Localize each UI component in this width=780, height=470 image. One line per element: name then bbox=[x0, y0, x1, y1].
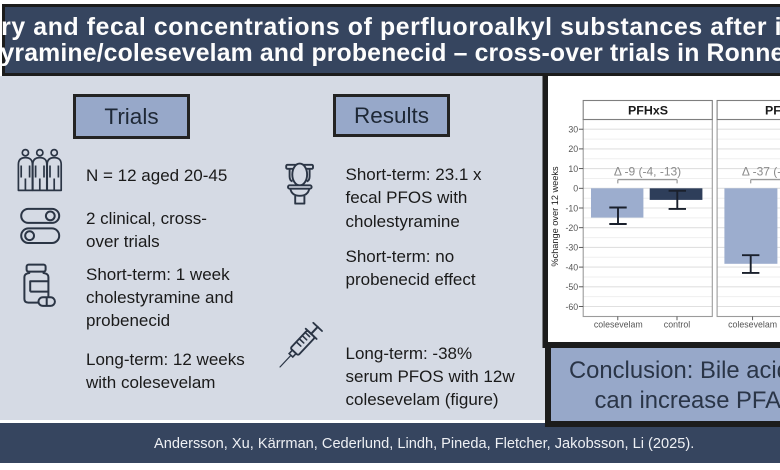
svg-text:Δ -9 (-4, -13): Δ -9 (-4, -13) bbox=[614, 164, 681, 178]
svg-text:colesevelam: colesevelam bbox=[728, 320, 777, 330]
svg-text:-10: -10 bbox=[565, 203, 578, 213]
svg-text:-50: -50 bbox=[565, 282, 578, 292]
svg-text:30: 30 bbox=[568, 125, 578, 135]
svg-text:-40: -40 bbox=[565, 262, 578, 272]
svg-text:colesevelam: colesevelam bbox=[594, 320, 643, 330]
svg-text:20: 20 bbox=[568, 144, 578, 154]
svg-text:control: control bbox=[664, 320, 690, 330]
svg-text:0: 0 bbox=[573, 184, 578, 194]
svg-text:-20: -20 bbox=[565, 223, 578, 233]
svg-text:Δ -37 (-37, -42): Δ -37 (-37, -42) bbox=[742, 164, 780, 178]
svg-text:%change over 12 weeks: %change over 12 weeks bbox=[550, 166, 560, 267]
svg-text:-60: -60 bbox=[565, 302, 578, 312]
svg-text:PFOS: PFOS bbox=[765, 104, 780, 118]
svg-text:10: 10 bbox=[568, 164, 578, 174]
svg-text:-30: -30 bbox=[565, 243, 578, 253]
svg-text:PFHxS: PFHxS bbox=[628, 104, 668, 118]
